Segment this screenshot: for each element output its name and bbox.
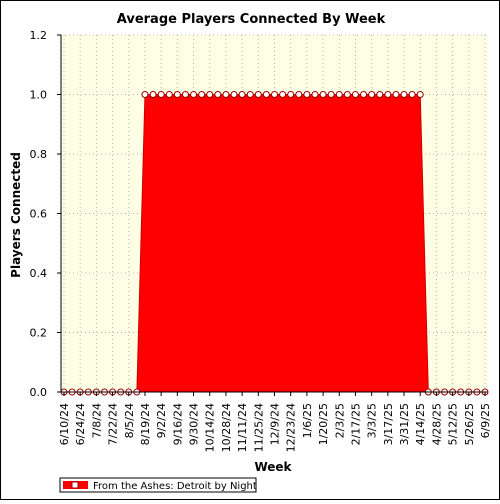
legend-box [59,477,257,493]
y-tick-labels: 0.0 0.2 0.4 0.6 0.8 1.0 1.2 [30,29,61,399]
data-point [319,91,327,98]
data-point [279,91,287,98]
x-tick-label: 4/14/25 [414,403,427,445]
y-tick-label: 0.4 [30,267,48,280]
y-tick-label: 0.2 [30,327,48,340]
data-point [351,91,359,98]
x-tick-label: 11/11/24 [236,403,249,452]
data-point [198,91,206,98]
legend-marker [71,481,79,489]
data-point [384,91,392,98]
y-tick-label: 0.0 [30,386,48,399]
data-point [149,91,157,98]
y-tick-label: 0.8 [30,148,48,161]
x-tick-label: 1/20/25 [317,403,330,445]
x-tick-label: 9/30/24 [188,403,201,445]
data-point [222,91,230,98]
legend: From the Ashes: Detroit by Night [59,477,257,493]
x-tick-label: 9/2/24 [155,403,168,438]
data-point [262,91,270,98]
data-point [173,91,181,98]
x-tick-label: 6/10/24 [58,403,71,445]
data-point [214,91,222,98]
x-tick-label: 6/24/24 [74,403,87,445]
data-point [246,91,254,98]
x-tick-label: 3/3/25 [366,403,379,438]
x-tick-label: 9/16/24 [171,403,184,445]
chart-title: Average Players Connected By Week [117,12,386,27]
data-point [181,91,189,98]
data-point [360,91,368,98]
x-tick-label: 8/5/24 [123,403,136,438]
data-point [190,91,198,98]
x-tick-label: 12/9/24 [269,403,282,445]
x-tick-label: 10/28/24 [220,403,233,452]
data-point [376,91,384,98]
x-tick-label: 2/17/25 [349,403,362,445]
x-tick-label: 7/8/24 [90,403,103,438]
data-point [287,91,295,98]
data-point [311,91,319,98]
x-tick-label: 3/31/25 [398,403,411,445]
data-point [271,91,278,98]
data-point [408,91,416,98]
x-tick-label: 1/6/25 [301,403,314,438]
x-tick-labels: 6/10/24 6/24/24 7/8/24 7/22/24 8/5/24 8/19/24… [58,392,492,452]
data-point [206,91,214,98]
data-point [303,91,311,98]
y-tick-label: 1.2 [30,29,48,42]
data-point [230,91,238,98]
x-tick-label: 4/28/25 [430,403,443,445]
data-point [327,91,335,98]
legend-label: From the Ashes: Detroit by Night [93,481,257,492]
data-point [254,91,262,98]
x-tick-label: 5/12/25 [447,403,460,445]
data-point [392,91,400,98]
data-point [157,91,165,98]
x-tick-label: 11/25/24 [252,403,265,452]
x-tick-label: 2/3/25 [333,403,346,438]
data-point [141,91,149,98]
x-tick-label: 12/23/24 [285,403,298,452]
data-point [343,91,351,98]
y-tick-label: 1.0 [30,89,48,102]
x-tick-label: 6/9/25 [479,403,492,438]
data-point [416,91,424,98]
y-tick-label: 0.6 [30,208,48,221]
data-point [238,91,246,98]
y-axis-title: Players Connected [9,152,23,278]
data-point [335,91,343,98]
x-tick-label: 8/19/24 [139,403,152,445]
x-axis-title: Week [254,460,292,474]
data-point [368,91,376,98]
x-tick-label: 5/26/25 [463,403,476,445]
data-point [165,91,173,98]
x-tick-label: 10/14/24 [204,403,217,452]
x-tick-label: 7/22/24 [107,403,120,445]
x-tick-label: 3/17/25 [382,403,395,445]
data-point [295,91,303,98]
data-point [400,91,408,98]
